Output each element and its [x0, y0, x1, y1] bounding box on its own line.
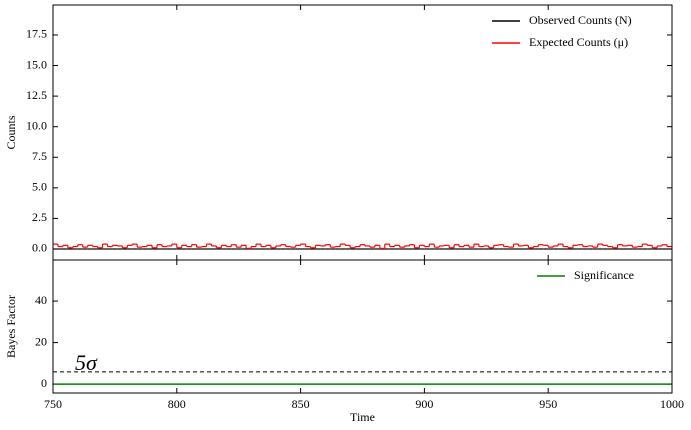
x-tick-label: 800 — [168, 397, 186, 411]
legend-label: Significance — [574, 268, 634, 282]
y-axis-label: Bayes Factor — [4, 295, 18, 358]
legend-label: Observed Counts (N) — [529, 13, 632, 27]
y-tick-label: 0 — [41, 376, 47, 390]
y-tick-label: 2.5 — [32, 210, 47, 224]
x-axis-label: Time — [350, 410, 375, 424]
y-tick-label: 40 — [35, 293, 47, 307]
x-tick-label: 850 — [292, 397, 310, 411]
y-tick-label: 5.0 — [32, 180, 47, 194]
y-tick-label: 7.5 — [32, 149, 47, 163]
x-tick-label: 750 — [44, 397, 62, 411]
y-tick-label: 10.0 — [26, 118, 47, 132]
y-tick-label: 17.5 — [26, 27, 47, 41]
axes-frame — [52, 259, 673, 394]
y-tick-label: 12.5 — [26, 88, 47, 102]
y-tick-label: 0.0 — [32, 241, 47, 255]
x-tick-label: 950 — [539, 397, 557, 411]
x-tick-label: 900 — [415, 397, 433, 411]
legend-label: Expected Counts (μ) — [529, 35, 628, 49]
y-axis-label: Counts — [4, 115, 18, 149]
threshold-label: 5σ — [75, 350, 98, 375]
x-tick-label: 1000 — [660, 397, 684, 411]
y-tick-label: 15.0 — [26, 57, 47, 71]
y-tick-label: 20 — [35, 334, 47, 348]
